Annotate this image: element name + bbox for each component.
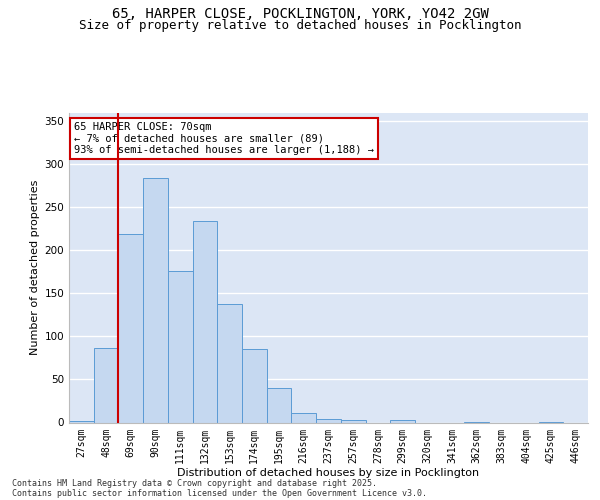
- Text: 65 HARPER CLOSE: 70sqm
← 7% of detached houses are smaller (89)
93% of semi-deta: 65 HARPER CLOSE: 70sqm ← 7% of detached …: [74, 122, 374, 155]
- Bar: [193, 221, 217, 422]
- Bar: [267, 388, 292, 422]
- X-axis label: Distribution of detached houses by size in Pocklington: Distribution of detached houses by size …: [178, 468, 479, 478]
- Bar: [242, 350, 267, 422]
- Y-axis label: Number of detached properties: Number of detached properties: [30, 180, 40, 355]
- Text: Size of property relative to detached houses in Pocklington: Size of property relative to detached ho…: [79, 19, 521, 32]
- Bar: [217, 304, 242, 422]
- Text: 65, HARPER CLOSE, POCKLINGTON, YORK, YO42 2GW: 65, HARPER CLOSE, POCKLINGTON, YORK, YO4…: [112, 8, 488, 22]
- Bar: [292, 413, 316, 422]
- Bar: [341, 420, 365, 422]
- Text: Contains HM Land Registry data © Crown copyright and database right 2025.: Contains HM Land Registry data © Crown c…: [12, 478, 377, 488]
- Bar: [143, 178, 168, 422]
- Bar: [168, 271, 193, 422]
- Text: Contains public sector information licensed under the Open Government Licence v3: Contains public sector information licen…: [12, 488, 427, 498]
- Bar: [390, 420, 415, 422]
- Bar: [118, 234, 143, 422]
- Bar: [316, 419, 341, 422]
- Bar: [94, 348, 118, 422]
- Bar: [69, 421, 94, 422]
